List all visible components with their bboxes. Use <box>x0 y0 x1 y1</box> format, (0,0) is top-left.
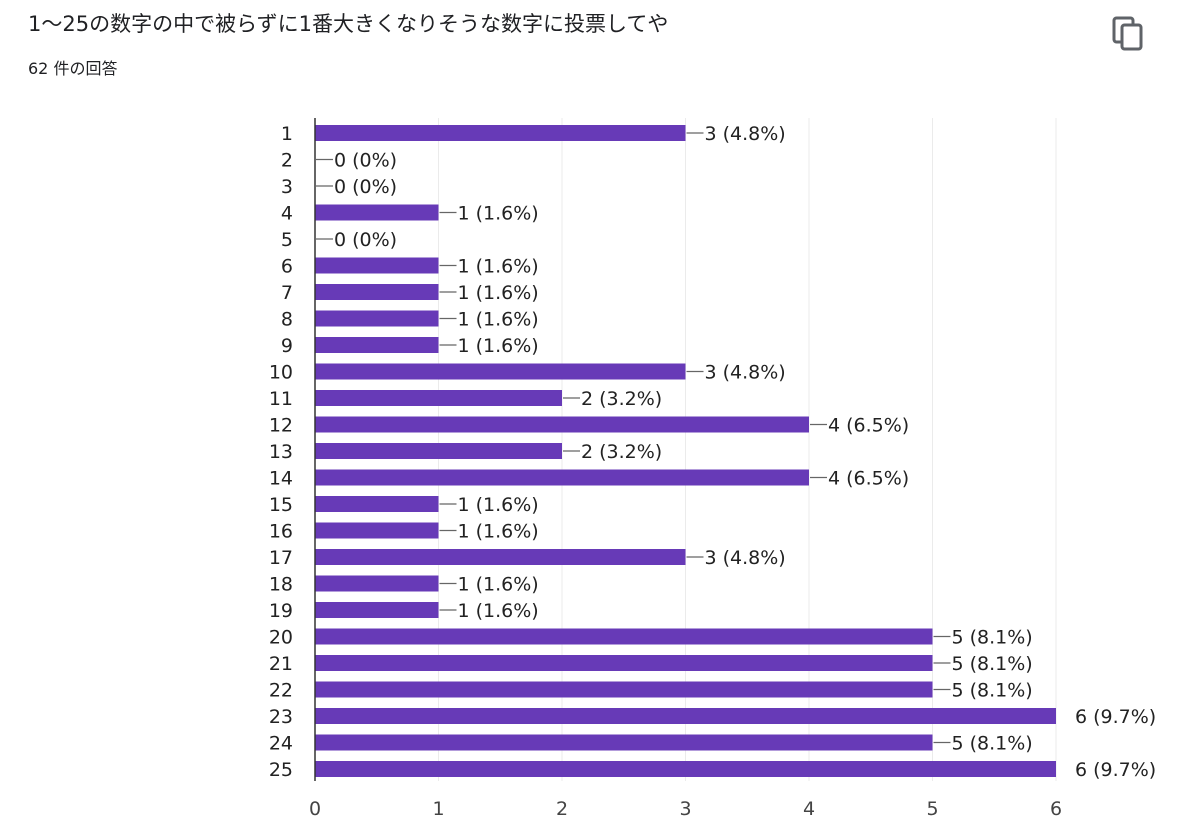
data-label: 6 (9.7%) <box>1075 706 1156 728</box>
copy-chart-button[interactable] <box>1108 12 1148 56</box>
y-tick-label: 7 <box>281 282 293 304</box>
bar <box>315 761 1056 777</box>
x-tick-label: 5 <box>926 798 938 820</box>
data-label: 1 (1.6%) <box>458 494 539 516</box>
x-tick-label: 6 <box>1050 798 1062 820</box>
data-label: 0 (0%) <box>334 176 397 198</box>
x-tick-label: 3 <box>679 798 691 820</box>
data-label: 5 (8.1%) <box>952 653 1033 675</box>
bar <box>315 708 1056 724</box>
y-tick-label: 11 <box>269 388 293 410</box>
y-tick-label: 24 <box>269 733 293 755</box>
bar <box>315 337 439 353</box>
y-tick-label: 8 <box>281 309 293 331</box>
y-tick-label: 20 <box>269 627 293 649</box>
data-label: 3 (4.8%) <box>705 123 786 145</box>
data-label: 5 (8.1%) <box>952 680 1033 702</box>
x-tick-label: 1 <box>432 798 444 820</box>
y-tick-label: 5 <box>281 229 293 251</box>
data-label: 3 (4.8%) <box>705 547 786 569</box>
bar <box>315 469 809 486</box>
bar <box>315 443 562 459</box>
y-tick-label: 12 <box>269 415 293 437</box>
copy-icon <box>1112 16 1143 51</box>
data-label: 1 (1.6%) <box>458 335 539 357</box>
bar <box>315 257 439 274</box>
x-tick-label: 0 <box>309 798 321 820</box>
bar <box>315 204 439 221</box>
y-tick-label: 25 <box>269 759 293 781</box>
data-label: 1 (1.6%) <box>458 282 539 304</box>
data-label: 5 (8.1%) <box>952 627 1033 649</box>
data-label: 1 (1.6%) <box>458 600 539 622</box>
bar <box>315 628 933 645</box>
bar <box>315 522 439 539</box>
y-tick-label: 4 <box>281 203 293 225</box>
data-label: 4 (6.5%) <box>828 415 909 437</box>
y-tick-label: 18 <box>269 574 293 596</box>
y-tick-label: 15 <box>269 494 293 516</box>
y-tick-label: 2 <box>281 150 293 172</box>
y-tick-label: 19 <box>269 600 293 622</box>
bar <box>315 655 933 671</box>
y-tick-label: 21 <box>269 653 293 675</box>
x-tick-label: 2 <box>556 798 568 820</box>
data-label: 1 (1.6%) <box>458 309 539 331</box>
bar <box>315 363 686 380</box>
bar <box>315 284 439 300</box>
data-label: 2 (3.2%) <box>581 388 662 410</box>
bar <box>315 310 439 327</box>
bar <box>315 734 933 751</box>
y-tick-label: 9 <box>281 335 293 357</box>
y-tick-label: 17 <box>269 547 293 569</box>
bar <box>315 602 439 618</box>
data-label: 1 (1.6%) <box>458 256 539 278</box>
y-tick-label: 3 <box>281 176 293 198</box>
y-tick-label: 22 <box>269 680 293 702</box>
data-label: 3 (4.8%) <box>705 362 786 384</box>
data-label: 1 (1.6%) <box>458 521 539 543</box>
bar <box>315 575 439 592</box>
data-label: 0 (0%) <box>334 229 397 251</box>
y-tick-label: 10 <box>269 362 293 384</box>
x-tick-label: 4 <box>803 798 815 820</box>
bar <box>315 681 933 698</box>
y-tick-label: 14 <box>269 468 293 490</box>
data-label: 6 (9.7%) <box>1075 759 1156 781</box>
y-tick-label: 1 <box>281 123 293 145</box>
data-label: 0 (0%) <box>334 150 397 172</box>
y-tick-label: 13 <box>269 441 293 463</box>
y-tick-label: 16 <box>269 521 293 543</box>
response-count: 62 件の回答 <box>28 59 118 78</box>
y-tick-label: 6 <box>281 256 293 278</box>
bar <box>315 416 809 433</box>
data-label: 1 (1.6%) <box>458 574 539 596</box>
question-title: 1〜25の数字の中で被らずに1番大きくなりそうな数字に投票してや <box>28 12 669 36</box>
bar <box>315 496 439 512</box>
data-label: 5 (8.1%) <box>952 733 1033 755</box>
data-label: 2 (3.2%) <box>581 441 662 463</box>
data-label: 1 (1.6%) <box>458 203 539 225</box>
bar <box>315 125 686 141</box>
y-tick-label: 23 <box>269 706 293 728</box>
data-label: 4 (6.5%) <box>828 468 909 490</box>
bar <box>315 390 562 406</box>
bar <box>315 549 686 565</box>
